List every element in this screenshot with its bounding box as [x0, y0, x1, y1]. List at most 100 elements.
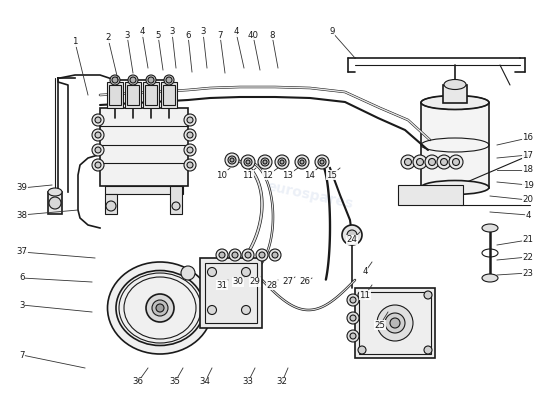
Circle shape — [256, 249, 268, 261]
Bar — [109, 85, 121, 105]
Circle shape — [263, 160, 267, 164]
Bar — [161, 82, 177, 108]
Text: 2: 2 — [105, 34, 111, 42]
Ellipse shape — [482, 274, 498, 282]
Circle shape — [315, 155, 329, 169]
Text: 27: 27 — [283, 278, 294, 286]
Text: 6: 6 — [19, 274, 25, 282]
Circle shape — [347, 312, 359, 324]
Circle shape — [350, 315, 356, 321]
Text: 36: 36 — [133, 378, 144, 386]
Circle shape — [184, 114, 196, 126]
Circle shape — [152, 300, 168, 316]
Text: 18: 18 — [522, 166, 534, 174]
Circle shape — [187, 117, 193, 123]
Circle shape — [347, 294, 359, 306]
Circle shape — [112, 77, 118, 83]
Bar — [355, 288, 435, 358]
Bar — [107, 82, 123, 108]
Circle shape — [358, 291, 366, 299]
Bar — [170, 186, 182, 214]
Circle shape — [228, 156, 236, 164]
Text: 1: 1 — [72, 38, 78, 46]
Circle shape — [278, 158, 286, 166]
Bar — [205, 263, 257, 323]
Circle shape — [92, 129, 104, 141]
Circle shape — [347, 330, 359, 342]
Circle shape — [280, 160, 284, 164]
Circle shape — [95, 132, 101, 138]
Circle shape — [437, 155, 451, 169]
Circle shape — [146, 294, 174, 322]
Text: 28: 28 — [267, 280, 278, 290]
Text: 3: 3 — [200, 28, 206, 36]
Text: 21: 21 — [522, 236, 534, 244]
Bar — [125, 82, 141, 108]
Circle shape — [424, 346, 432, 354]
Circle shape — [246, 160, 250, 164]
Text: 25: 25 — [375, 320, 386, 330]
Text: 15: 15 — [327, 170, 338, 180]
Circle shape — [428, 158, 436, 166]
Circle shape — [229, 249, 241, 261]
Text: 8: 8 — [270, 30, 275, 40]
Circle shape — [187, 162, 193, 168]
Circle shape — [106, 201, 116, 211]
Circle shape — [377, 305, 413, 341]
Bar — [359, 292, 431, 354]
Text: eurospares: eurospares — [266, 179, 355, 211]
Circle shape — [453, 158, 459, 166]
Ellipse shape — [421, 180, 489, 194]
Circle shape — [95, 147, 101, 153]
Circle shape — [92, 144, 104, 156]
Circle shape — [187, 147, 193, 153]
Circle shape — [401, 155, 415, 169]
Circle shape — [128, 75, 138, 85]
Circle shape — [184, 159, 196, 171]
Circle shape — [449, 155, 463, 169]
Circle shape — [241, 155, 255, 169]
Text: 20: 20 — [522, 196, 534, 204]
Circle shape — [244, 158, 252, 166]
Ellipse shape — [421, 96, 489, 110]
Circle shape — [216, 249, 228, 261]
Circle shape — [347, 230, 357, 240]
Circle shape — [207, 306, 217, 314]
Circle shape — [358, 346, 366, 354]
Text: 16: 16 — [522, 134, 534, 142]
Circle shape — [425, 155, 439, 169]
Bar — [100, 108, 188, 186]
Circle shape — [318, 158, 326, 166]
Text: 30: 30 — [233, 278, 244, 286]
Text: 6: 6 — [185, 30, 191, 40]
Text: 31: 31 — [217, 280, 228, 290]
Ellipse shape — [482, 224, 498, 232]
Bar — [105, 186, 183, 194]
Circle shape — [219, 252, 225, 258]
Text: 9: 9 — [329, 28, 335, 36]
Circle shape — [130, 77, 136, 83]
Circle shape — [242, 249, 254, 261]
Circle shape — [241, 268, 250, 276]
Circle shape — [259, 252, 265, 258]
Circle shape — [424, 291, 432, 299]
Bar — [443, 84, 467, 102]
Text: 5: 5 — [155, 30, 161, 40]
Text: 12: 12 — [262, 170, 273, 180]
Text: 13: 13 — [283, 170, 294, 180]
Circle shape — [350, 297, 356, 303]
Text: eurospares: eurospares — [96, 114, 185, 146]
Circle shape — [181, 266, 195, 280]
Text: 24: 24 — [346, 236, 358, 244]
Circle shape — [230, 158, 234, 162]
Circle shape — [413, 155, 427, 169]
Circle shape — [95, 117, 101, 123]
Circle shape — [298, 158, 306, 166]
Circle shape — [225, 153, 239, 167]
Bar — [127, 85, 139, 105]
Circle shape — [187, 132, 193, 138]
Circle shape — [172, 202, 180, 210]
Text: 34: 34 — [200, 378, 211, 386]
Text: 26: 26 — [300, 278, 311, 286]
Text: 3: 3 — [19, 300, 25, 310]
